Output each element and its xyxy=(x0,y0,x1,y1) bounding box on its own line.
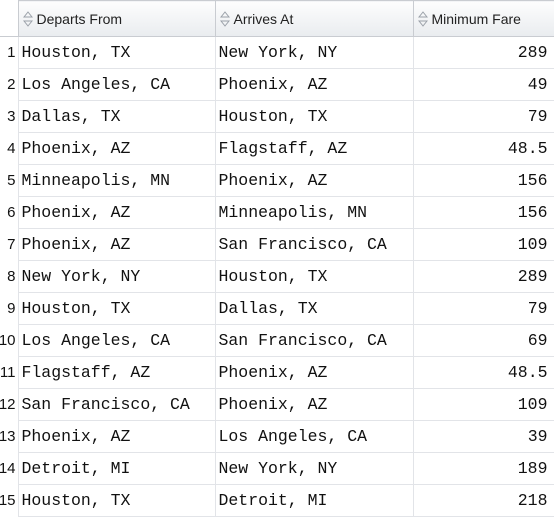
grid-row[interactable]: 6 Phoenix, AZ Minneapolis, MN 156 xyxy=(0,196,554,229)
row-number: 1 xyxy=(7,44,16,62)
grid-row[interactable]: 3 Dallas, TX Houston, TX 79 xyxy=(0,100,554,133)
row-number: 8 xyxy=(7,268,16,285)
minimum-fare: 79 xyxy=(412,100,554,133)
sort-icon xyxy=(22,10,33,27)
arrives-at: Phoenix, AZ xyxy=(214,68,414,101)
sort-icon xyxy=(219,10,230,27)
row-number: 11 xyxy=(0,364,16,381)
minimum-fare: 109 xyxy=(412,228,554,261)
minimum-fare: 289 xyxy=(412,260,554,293)
row-number: 2 xyxy=(7,76,16,93)
row-number: 12 xyxy=(0,396,16,413)
minimum-fare: 156 xyxy=(412,196,554,229)
arrives-at: New York, NY xyxy=(214,36,414,69)
row-number: 15 xyxy=(0,492,16,509)
row-number: 7 xyxy=(7,236,16,253)
row-number: 9 xyxy=(7,300,16,317)
row-number: 3 xyxy=(7,108,16,125)
row-number: 4 xyxy=(7,140,16,157)
departs-from: Detroit, MI xyxy=(17,452,216,485)
departs-from: Phoenix, AZ xyxy=(17,420,216,453)
grid-body: 1 Houston, TX New York, NY 289 2 Los Angeles,… xyxy=(0,36,554,517)
grid-row[interactable]: 11 Flagstaff, AZ Phoenix, AZ 48.5 xyxy=(0,356,554,389)
row-number: 13 xyxy=(0,428,16,445)
departs-from: New York, NY xyxy=(17,260,216,293)
departs-from: Phoenix, AZ xyxy=(17,132,216,165)
minimum-fare: 39 xyxy=(412,420,554,453)
grid-row[interactable]: 13 Phoenix, AZ Los Angeles, CA 39 xyxy=(0,420,554,453)
minimum-fare: 79 xyxy=(412,292,554,325)
row-number: 5 xyxy=(7,172,16,189)
row-number-header xyxy=(0,0,18,37)
arrives-at: Minneapolis, MN xyxy=(214,196,414,229)
departs-from: San Francisco, CA xyxy=(17,388,216,421)
column-title: Arrives At xyxy=(233,10,294,27)
grid-row[interactable]: 10 Los Angeles, CA San Francisco, CA 69 xyxy=(0,324,554,357)
departs-from: Los Angeles, CA xyxy=(17,324,216,357)
arrives-at: Phoenix, AZ xyxy=(214,164,414,197)
header-row: Departs From Arrives At Minimum Fare xyxy=(0,0,554,37)
arrives-at: Phoenix, AZ xyxy=(214,388,414,421)
departs-from: Phoenix, AZ xyxy=(17,196,216,229)
minimum-fare: 218 xyxy=(412,484,554,517)
arrives-at: Detroit, MI xyxy=(214,484,414,517)
grid-row[interactable]: 15 Houston, TX Detroit, MI 218 xyxy=(0,484,554,517)
grid-row[interactable]: 14 Detroit, MI New York, NY 189 xyxy=(0,452,554,485)
arrives-at: Flagstaff, AZ xyxy=(214,132,414,165)
grid-row[interactable]: 4 Phoenix, AZ Flagstaff, AZ 48.5 xyxy=(0,132,554,165)
minimum-fare: 49 xyxy=(412,68,554,101)
grid-row[interactable]: 1 Houston, TX New York, NY 289 xyxy=(0,36,554,69)
grid-row[interactable]: 5 Minneapolis, MN Phoenix, AZ 156 xyxy=(0,164,554,197)
row-number: 6 xyxy=(7,204,16,221)
departs-from: Phoenix, AZ xyxy=(17,228,216,261)
departs-from: Houston, TX xyxy=(17,484,216,517)
minimum-fare: 156 xyxy=(412,164,554,197)
arrives-at: Houston, TX xyxy=(214,260,414,293)
column-title: Minimum Fare xyxy=(431,10,521,27)
departs-from: Minneapolis, MN xyxy=(17,164,216,197)
minimum-fare: 109 xyxy=(412,388,554,421)
minimum-fare: 48.5 xyxy=(412,132,554,165)
minimum-fare: 189 xyxy=(412,452,554,485)
sort-icon xyxy=(417,10,428,27)
arrives-at: New York, NY xyxy=(214,452,414,485)
arrives-at: Los Angeles, CA xyxy=(214,420,414,453)
minimum-fare: 48.5 xyxy=(412,356,554,389)
departs-from: Flagstaff, AZ xyxy=(17,356,216,389)
grid-row[interactable]: 9 Houston, TX Dallas, TX 79 xyxy=(0,292,554,325)
departs-from: Dallas, TX xyxy=(17,100,216,133)
column-title: Departs From xyxy=(36,10,123,27)
minimum-fare: 69 xyxy=(412,324,554,357)
arrives-at: Houston, TX xyxy=(214,100,414,133)
grid-row[interactable]: 12 San Francisco, CA Phoenix, AZ 109 xyxy=(0,388,554,421)
departs-from: Houston, TX xyxy=(17,292,216,325)
column-header[interactable]: Departs From xyxy=(17,0,216,37)
row-number: 14 xyxy=(0,460,16,477)
arrives-at: Dallas, TX xyxy=(214,292,414,325)
arrives-at: San Francisco, CA xyxy=(214,324,414,357)
grid-row[interactable]: 7 Phoenix, AZ San Francisco, CA 109 xyxy=(0,228,554,261)
grid-row[interactable]: 2 Los Angeles, CA Phoenix, AZ 49 xyxy=(0,68,554,101)
minimum-fare: 289 xyxy=(412,36,554,69)
departs-from: Los Angeles, CA xyxy=(17,68,216,101)
arrives-at: San Francisco, CA xyxy=(214,228,414,261)
row-number: 10 xyxy=(0,332,16,349)
column-header[interactable]: Arrives At xyxy=(214,0,414,37)
column-header[interactable]: Minimum Fare xyxy=(412,0,554,37)
grid-row[interactable]: 8 New York, NY Houston, TX 289 xyxy=(0,260,554,293)
arrives-at: Phoenix, AZ xyxy=(214,356,414,389)
departs-from: Houston, TX xyxy=(17,36,216,69)
